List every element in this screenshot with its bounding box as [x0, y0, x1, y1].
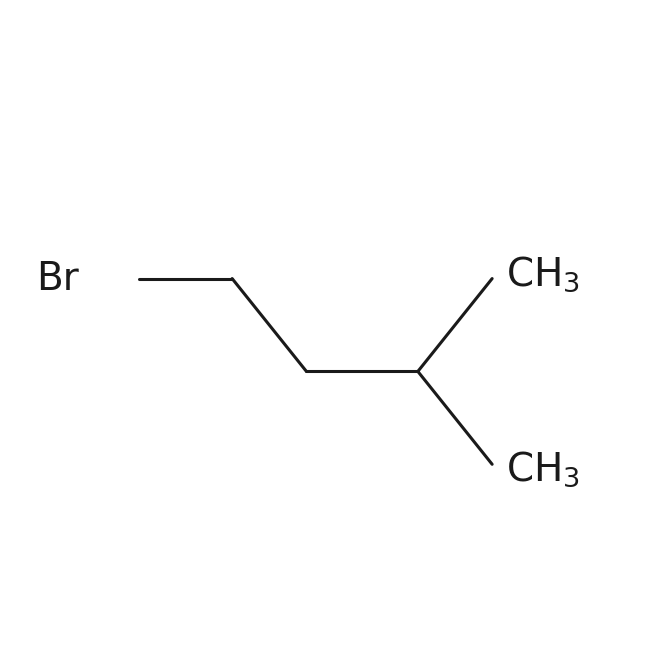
Text: $\mathregular{CH_3}$: $\mathregular{CH_3}$ — [506, 449, 580, 489]
Text: Br: Br — [36, 259, 79, 298]
Text: $\mathregular{CH_3}$: $\mathregular{CH_3}$ — [506, 254, 580, 294]
